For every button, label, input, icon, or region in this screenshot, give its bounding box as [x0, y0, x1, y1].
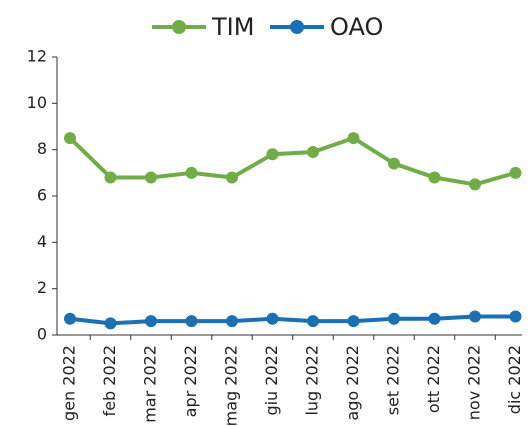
point [104, 171, 117, 184]
point [185, 166, 198, 179]
x-tick-label: giu 2022 [262, 345, 281, 416]
legend-marker [172, 20, 186, 34]
x-tick-label: feb 2022 [100, 345, 119, 416]
y-tick-label: 2 [37, 278, 47, 297]
point [145, 315, 157, 328]
x-tick-label: nov 2022 [465, 345, 484, 420]
x-tick-label: mar 2022 [141, 345, 160, 423]
legend-label: TIM [211, 13, 254, 41]
x-tick-label: apr 2022 [181, 345, 200, 417]
point [307, 145, 319, 158]
point [347, 132, 360, 145]
point [104, 317, 117, 330]
x-tick-label: lug 2022 [303, 345, 322, 416]
x-tick-label: set 2022 [384, 345, 403, 415]
y-tick-label: 6 [37, 186, 47, 205]
point [509, 310, 522, 323]
point [64, 132, 76, 145]
x-tick-label: ago 2022 [343, 345, 362, 421]
point [388, 157, 400, 170]
y-tick-label: 8 [37, 139, 47, 158]
point [226, 315, 238, 328]
y-tick-label: 10 [27, 93, 47, 112]
point [428, 312, 441, 325]
x-tick-label: dic 2022 [505, 345, 524, 414]
point [428, 171, 441, 184]
point [509, 166, 522, 179]
point [185, 315, 198, 328]
legend-marker [290, 20, 304, 34]
point [266, 148, 279, 161]
y-tick-label: 0 [37, 325, 47, 344]
point [226, 171, 238, 184]
point [266, 312, 279, 325]
point [469, 178, 481, 191]
legend-label: OAO [330, 13, 383, 41]
series-line [68, 136, 517, 187]
y-tick-label: 4 [37, 232, 47, 251]
x-tick-label: gen 2022 [60, 345, 79, 421]
point [388, 312, 400, 325]
x-tick-label: ott 2022 [424, 345, 443, 413]
x-tick-label: mag 2022 [222, 345, 241, 426]
y-tick-label: 12 [27, 47, 47, 66]
point [64, 312, 76, 325]
point [307, 315, 319, 328]
series-line [69, 314, 516, 326]
point [145, 171, 157, 184]
point [469, 310, 481, 323]
point [347, 315, 360, 328]
